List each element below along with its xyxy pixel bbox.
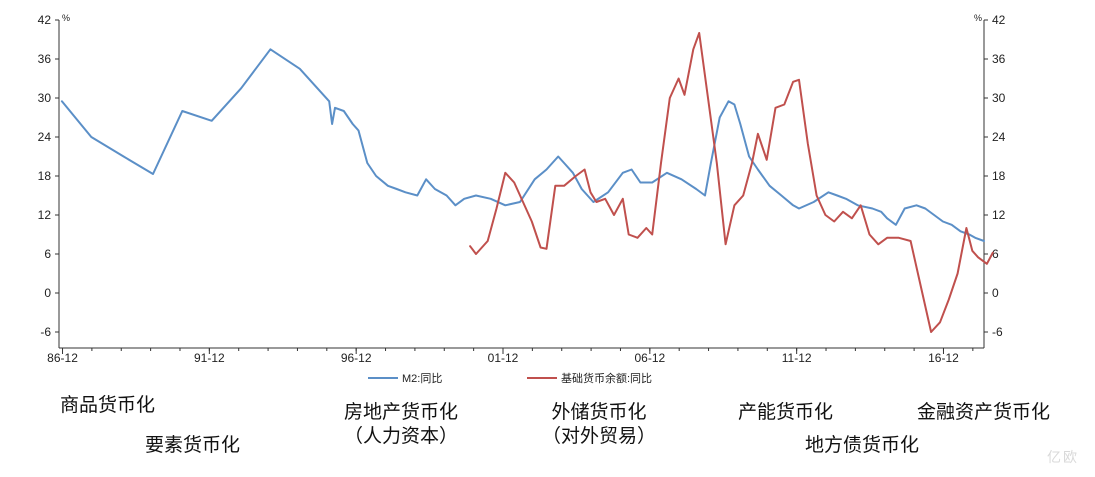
phase-label-line: 外储货币化: [551, 401, 647, 423]
y-tick-label-right: 6: [992, 247, 999, 261]
y-tick-label-left: 42: [38, 13, 52, 27]
phase-label-factor: 要素货币化: [145, 434, 240, 458]
series-line-base-money-yoy: [469, 32, 994, 333]
watermark-logo: 亿欧: [1047, 450, 1079, 466]
y-tick-label-left: 6: [44, 247, 51, 261]
x-tick-label: 96-12: [341, 351, 372, 365]
y-tick-label-right: 36: [992, 52, 1006, 66]
y-tick-label-right: 18: [992, 169, 1006, 183]
legend-label: M2:同比: [402, 372, 442, 385]
y-tick-label-right: 30: [992, 91, 1006, 105]
phase-label-real-estate: 房地产货币化 （人力资本）: [344, 401, 458, 449]
phase-label-line: 产能货币化: [738, 401, 834, 423]
x-tick-label: 06-12: [634, 351, 665, 365]
x-tick-label: 16-12: [928, 351, 959, 365]
chart-legend: M2:同比 基础货币余额:同比: [368, 371, 652, 385]
y-tick-label-left: 30: [38, 91, 52, 105]
x-tick-label: 86-12: [47, 351, 78, 365]
phase-label-line: 要素货币化: [145, 434, 241, 456]
phase-label-line: 商品货币化: [60, 394, 156, 416]
y-unit-right: %: [974, 13, 982, 23]
y-tick-label-left: 0: [44, 286, 51, 300]
y-tick-label-right: 0: [992, 286, 999, 300]
y-tick-label-left: 12: [38, 208, 52, 222]
legend-label: 基础货币余额:同比: [561, 371, 652, 385]
phase-label-fx-reserves: 外储货币化 （对外贸易）: [542, 401, 656, 449]
chart-axes: % % 42 42 36 36 30 30 24 24 18 18 12 12 6 6 0 0 -6 -6 86-12 9…: [38, 13, 1006, 365]
y-tick-label-left: 36: [38, 52, 52, 66]
x-tick-label: 01-12: [488, 351, 519, 365]
phase-label-line: 房地产货币化: [344, 401, 459, 423]
phase-label-line: （对外贸易）: [542, 424, 657, 447]
x-tick-label: 91-12: [194, 351, 225, 365]
y-tick-label-right: 24: [992, 130, 1006, 144]
x-tick-label: 11-12: [782, 351, 812, 365]
y-unit-left: %: [62, 13, 70, 23]
chart-series-layer: [60, 32, 994, 333]
phase-label-commodity: 商品货币化: [60, 394, 155, 418]
y-tick-label-right: 12: [992, 208, 1006, 222]
phase-label-local-debt: 地方债货币化: [805, 434, 919, 458]
y-tick-label-right: -6: [992, 325, 1003, 339]
y-tick-label-left: -6: [40, 325, 51, 339]
y-tick-label-right: 42: [992, 13, 1006, 27]
phase-label-financial-assets: 金融资产货币化: [917, 401, 1050, 425]
y-tick-label-left: 24: [38, 130, 52, 144]
phase-label-capacity: 产能货币化: [738, 401, 833, 425]
y-tick-label-left: 18: [38, 169, 52, 183]
phase-label-line: （人力资本）: [344, 424, 459, 447]
phase-label-line: 金融资产货币化: [917, 401, 1051, 423]
series-line-m2-yoy: [60, 48, 985, 242]
phase-label-line: 地方债货币化: [805, 434, 920, 456]
